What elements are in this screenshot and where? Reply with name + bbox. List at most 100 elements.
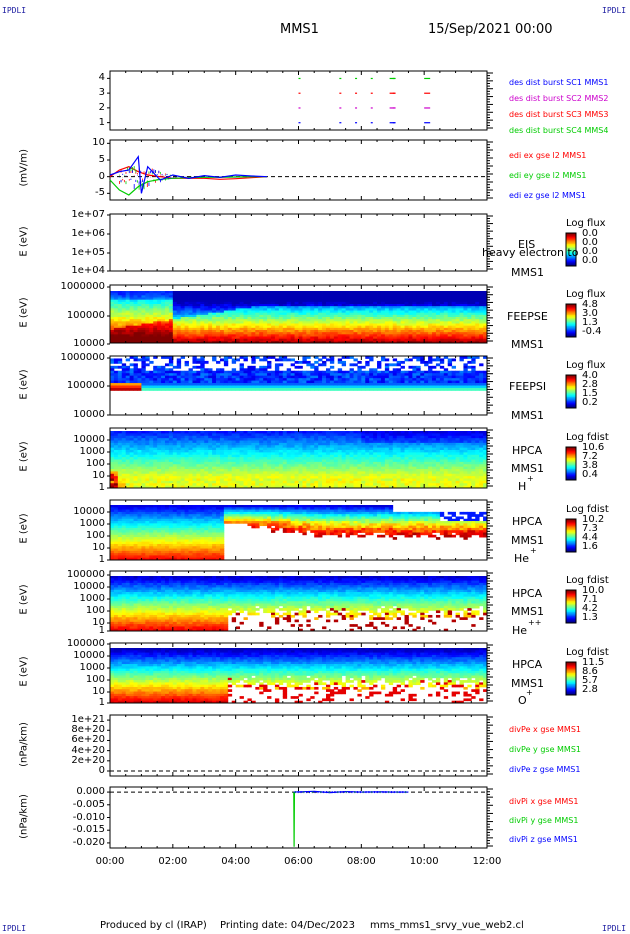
spectrogram-cell-feepse	[341, 295, 347, 298]
spectrogram-cell-feepsi	[184, 360, 189, 364]
spectrogram-cell-feepse	[333, 314, 339, 318]
spectrogram-cell-hpca_h	[204, 440, 209, 444]
spectrogram-cell-hpca_h	[129, 459, 134, 463]
spectrogram-cell-hpca_h	[110, 457, 115, 460]
spectrogram-cell-feepse	[263, 332, 268, 335]
spectrogram-cell-feepse	[443, 336, 449, 340]
spectrogram-cell-feepse	[416, 323, 421, 327]
spectrogram-cell-feepse	[322, 321, 327, 324]
spectrogram-cell-hpca_h	[125, 452, 131, 456]
spectrogram-cell-feepse	[333, 291, 339, 294]
spectrogram-cell-feepse	[428, 304, 433, 307]
spectrogram-cell-feepsi	[259, 387, 264, 391]
spectrogram-cell-hpca_h	[255, 454, 260, 458]
spectrogram-cell-feepse	[192, 325, 197, 329]
spectrogram-cell-feepse	[184, 310, 189, 314]
spectrogram-cell-hpca_h	[223, 471, 229, 475]
spectrogram-cell-feepsi	[475, 383, 480, 386]
spectrogram-cell-feepse	[184, 321, 189, 324]
spectrogram-cell-feepse	[432, 291, 437, 294]
spectrogram-cell-feepse	[408, 323, 413, 327]
spectrogram-cell-feepse	[443, 323, 449, 327]
spectrogram-cell-hpca_h	[231, 480, 237, 484]
spectrogram-cell-feepse	[153, 317, 158, 320]
spectrogram-cell-feepse	[149, 317, 154, 320]
spectrogram-cell-feepsi	[306, 363, 311, 367]
spectrogram-cell-hpca_h	[133, 433, 138, 437]
spectrogram-cell-feepse	[180, 295, 186, 298]
spectrogram-cell-hpca_h	[180, 438, 186, 441]
spectrogram-cell-feepse	[212, 336, 217, 340]
spectrogram-cell-feepse	[298, 312, 303, 316]
spectrogram-cell-feepse	[113, 299, 119, 303]
spectrogram-cell-hpca_h	[129, 471, 134, 475]
spectrogram-cell-hpca_h	[235, 445, 240, 449]
spectrogram-cell-feepse	[298, 306, 303, 309]
spectrogram-cell-feepsi	[180, 378, 186, 381]
spectrogram-cell-hpca_h	[223, 461, 229, 465]
spectrogram-cell-feepse	[302, 327, 307, 331]
spectrogram-cell-feepsi	[141, 373, 146, 377]
spectrogram-cell-feepse	[404, 291, 409, 294]
spectrogram-cell-feepse	[255, 330, 260, 333]
spectrogram-cell-feepsi	[290, 363, 295, 367]
spectrogram-cell-hpca_h	[141, 461, 146, 465]
spectrogram-cell-hpca_h	[243, 473, 248, 477]
spectrogram-cell-feepse	[373, 295, 378, 298]
spectrogram-cell-feepse	[259, 325, 264, 329]
spectrogram-cell-feepsi	[432, 365, 437, 369]
spectrogram-cell-feepsi	[247, 375, 252, 379]
spectrogram-cell-feepsi	[373, 383, 378, 386]
spectrogram-cell-feepse	[400, 323, 405, 327]
spectrogram-cell-feepse	[365, 310, 370, 314]
spectrogram-cell-feepse	[298, 334, 303, 337]
spectrogram-cell-feepsi	[267, 387, 272, 391]
spectrogram-cell-feepse	[400, 325, 405, 329]
spectrogram-cell-feepse	[475, 291, 480, 294]
spectrogram-cell-feepsi	[294, 373, 299, 377]
spectrogram-cell-feepsi	[400, 375, 405, 379]
spectrogram-cell-feepse	[153, 299, 158, 303]
spectrogram-cell-feepse	[322, 338, 327, 342]
spectrogram-cell-feepse	[329, 293, 335, 296]
spectrogram-cell-hpca_h	[137, 452, 142, 456]
spectrogram-cell-feepsi	[471, 360, 476, 364]
spectrogram-cell-feepsi	[392, 373, 398, 377]
spectrogram-cell-feepsi	[239, 365, 244, 369]
spectrogram-cell-feepse	[192, 319, 197, 322]
spectrogram-cell-hpca_h	[137, 454, 142, 458]
spectrogram-cell-feepsi	[121, 363, 127, 367]
spectrogram-cell-feepse	[212, 306, 217, 309]
spectrogram-cell-feepsi	[443, 368, 449, 372]
spectrogram-cell-feepse	[361, 291, 366, 294]
spectrogram-cell-feepse	[157, 332, 162, 335]
spectrogram-cell-feepsi	[137, 368, 142, 372]
spectrogram-cell-feepse	[369, 291, 374, 294]
spectrogram-cell-feepse	[145, 321, 150, 324]
spectrogram-cell-feepse	[463, 310, 468, 314]
spectrogram-cell-feepse	[377, 340, 382, 344]
spectrogram-cell-feepse	[333, 323, 339, 327]
spectrogram-cell-feepse	[428, 336, 433, 340]
spectrogram-cell-feepse	[184, 336, 189, 340]
spectrogram-cell-feepse	[208, 314, 213, 318]
spectrogram-cell-feepsi	[271, 387, 276, 391]
spectrogram-cell-feepse	[443, 338, 449, 342]
spectrogram-cell-feepse	[302, 330, 307, 333]
spectrogram-cell-feepse	[455, 312, 460, 316]
spectrogram-cell-feepse	[216, 304, 221, 307]
spectrogram-cell-hpca_h	[149, 464, 154, 468]
spectrogram-cell-feepse	[204, 334, 209, 337]
spectrogram-cell-feepse	[298, 293, 303, 296]
spectrogram-cell-feepse	[282, 332, 288, 335]
spectrogram-cell-feepsi	[251, 360, 256, 364]
spectrogram-cell-feepse	[255, 297, 260, 301]
spectrogram-cell-feepse	[200, 295, 205, 298]
spectrogram-cell-feepse	[164, 291, 170, 294]
spectrogram-cell-feepsi	[400, 385, 405, 389]
spectrogram-cell-feepsi	[204, 385, 209, 389]
spectrogram-cell-feepsi	[467, 387, 472, 391]
spectrogram-cell-hpca_h	[153, 457, 158, 460]
spectrogram-cell-hpca_h	[133, 471, 138, 475]
spectrogram-cell-feepse	[455, 338, 460, 342]
